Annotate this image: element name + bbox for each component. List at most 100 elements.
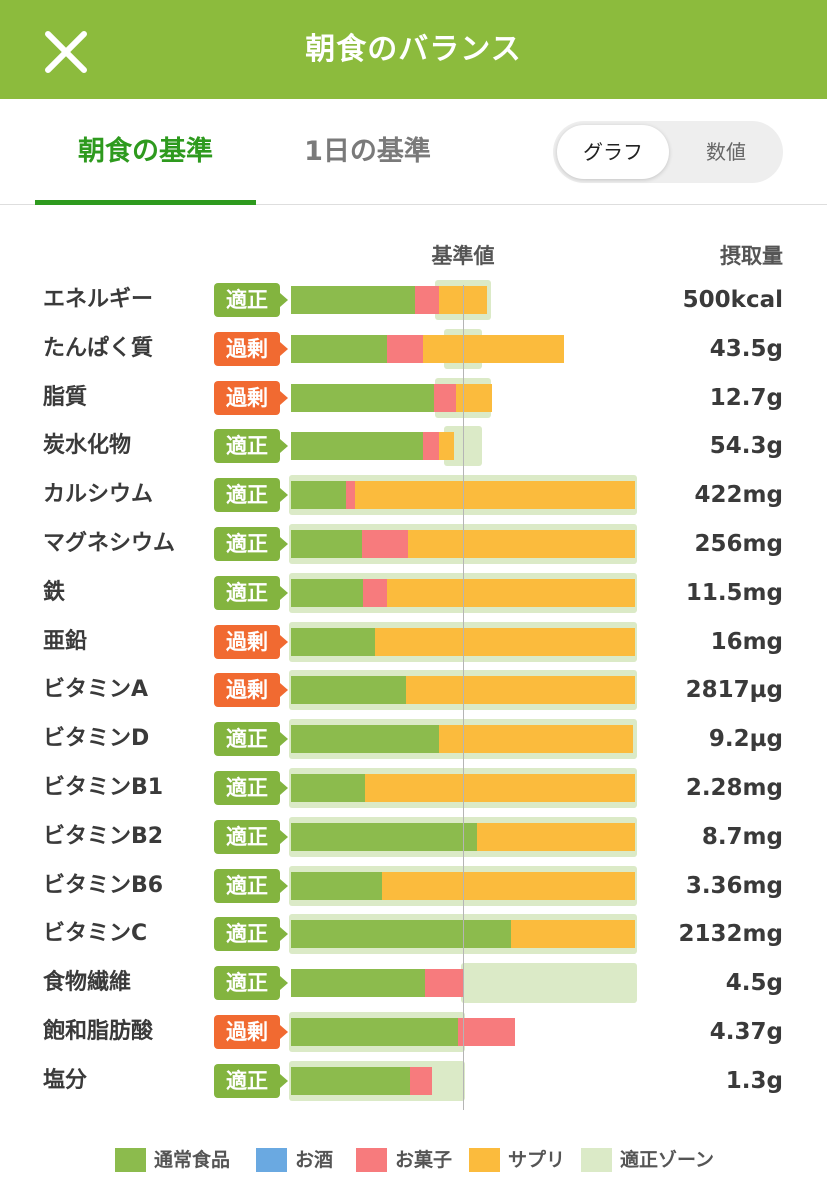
intake-value: 4.37g: [709, 1019, 783, 1045]
bar-segment-regular-food: [291, 578, 364, 607]
bar-segment-supplement: [511, 920, 635, 949]
nutrient-name: ビタミンB6: [43, 872, 164, 898]
bar-segment-supplement: [423, 334, 565, 363]
intake-column-header: 摂取量: [720, 244, 783, 268]
bar-segment-regular-food: [291, 286, 415, 314]
intake-value: 2817µg: [685, 677, 783, 704]
status-badge: 適正: [214, 575, 288, 610]
legend-label: お酒: [295, 1149, 334, 1171]
intake-value: 54.3g: [709, 433, 783, 460]
nutrient-row: マグネシウム 適正 256mg: [0, 524, 827, 564]
nutrient-row: カルシウム 適正 422mg: [0, 475, 827, 516]
bar-segment-supplement: [375, 627, 635, 656]
bar-segment-supplement: [476, 822, 635, 851]
legend-swatch: [256, 1148, 287, 1172]
standard-column-header: 基準値: [431, 244, 495, 268]
legend-swatch: [581, 1148, 612, 1172]
nutrient-name: エネルギー: [43, 287, 154, 312]
nutrient-row: エネルギー 適正 500kcal: [0, 280, 827, 320]
legend-label: お菓子: [395, 1149, 453, 1171]
status-badge: 適正: [214, 1063, 288, 1098]
legend-swatch: [356, 1148, 387, 1172]
bar-segment-supplement: [438, 432, 455, 461]
bar-segment-regular-food: [291, 774, 365, 802]
legend-label: 適正ゾーン: [620, 1149, 715, 1171]
optimal-zone: [461, 963, 637, 1004]
standard-reference-line: [463, 285, 464, 1110]
nutrient-name: 飽和脂肪酸: [43, 1019, 154, 1044]
tab-daily-standard[interactable]: 1日の基準: [304, 136, 431, 167]
bar-segment-regular-food: [291, 871, 383, 900]
status-badge: 過剰: [214, 380, 288, 415]
nutrient-name: ビタミンB2: [43, 823, 164, 849]
status-badge: 適正: [214, 917, 288, 952]
intake-value: 2132mg: [678, 921, 783, 948]
bar-segment-supplement: [438, 286, 488, 314]
nutrient-name: たんぱく質: [43, 335, 154, 361]
intake-value: 2.28mg: [685, 775, 783, 801]
legend-label: サプリ: [508, 1149, 566, 1171]
intake-value: 500kcal: [682, 287, 783, 313]
tab-bar: 朝食の基準 1日の基準 グラフ 数値: [0, 99, 827, 205]
nutrient-row: 炭水化物 適正 54.3g: [0, 426, 827, 467]
intake-value: 9.2µg: [708, 726, 783, 753]
bar-segment-regular-food: [291, 676, 407, 705]
nutrient-row: ビタミンB2 適正 8.7mg: [0, 816, 827, 857]
nutrient-name: 食物繊維: [43, 970, 132, 996]
nutrient-row: 飽和脂肪酸 過剰 4.37g: [0, 1012, 827, 1052]
bar-segment-regular-food: [291, 383, 434, 412]
nutrient-name: マグネシウム: [43, 531, 176, 556]
intake-value: 43.5g: [709, 335, 783, 362]
close-button[interactable]: [38, 26, 94, 78]
bar-segment-regular-food: [291, 920, 512, 949]
toggle-graph-button[interactable]: グラフ: [557, 125, 669, 179]
nutrient-row: ビタミンA 過剰 2817µg: [0, 670, 827, 711]
status-badge: 適正: [214, 283, 288, 317]
legend-swatch: [115, 1148, 146, 1172]
intake-value: 16mg: [710, 628, 783, 655]
bar-segment-snacks: [433, 383, 457, 412]
bar-segment-snacks: [425, 969, 463, 998]
view-toggle: グラフ 数値: [553, 121, 783, 183]
bar-segment-regular-food: [291, 969, 426, 998]
bar-segment-supplement: [387, 578, 635, 607]
nutrient-row: 亜鉛 過剰 16mg: [0, 621, 827, 662]
nutrient-chart: エネルギー 適正 500kcal たんぱく質 過剰 43.5g 脂質 過剰 12.7g 炭水化物適…: [0, 280, 827, 1101]
bar-segment-regular-food: [291, 725, 439, 754]
nutrient-name: カルシウム: [43, 482, 154, 508]
chart-legend: 通常食品 お酒 お菓子 サプリ 適正ゾーン: [0, 1144, 827, 1176]
intake-value: 422mg: [694, 482, 783, 509]
status-badge: 過剰: [214, 624, 288, 659]
bar-segment-snacks: [346, 481, 355, 510]
nutrient-name: ビタミンB1: [43, 775, 164, 800]
status-badge: 適正: [214, 966, 288, 1001]
intake-value: 11.5mg: [685, 579, 783, 606]
tab-breakfast-standard[interactable]: 朝食の基準: [35, 99, 256, 205]
legend-label: 通常食品: [154, 1149, 231, 1171]
status-badge: 適正: [214, 819, 288, 854]
bar-segment-snacks: [387, 334, 424, 363]
status-badge: 過剰: [214, 331, 288, 366]
nutrient-name: 亜鉛: [43, 628, 88, 654]
status-badge: 過剰: [214, 673, 288, 708]
bar-segment-regular-food: [291, 432, 424, 461]
bar-segment-regular-food: [291, 822, 477, 851]
nutrient-name: 脂質: [43, 384, 88, 410]
bar-segment-regular-food: [291, 481, 347, 510]
status-badge: 適正: [214, 478, 288, 513]
bar-segment-supplement: [354, 481, 635, 510]
bar-segment-regular-food: [291, 1066, 410, 1095]
bar-segment-regular-food: [291, 530, 362, 558]
nutrient-row: ビタミンB6 適正 3.36mg: [0, 865, 827, 906]
bar-segment-supplement: [364, 774, 635, 802]
toggle-numeric-button[interactable]: 数値: [706, 140, 746, 164]
status-badge: 適正: [214, 722, 288, 757]
bar-segment-snacks: [363, 578, 388, 607]
legend-swatch: [469, 1148, 500, 1172]
bar-segment-snacks: [414, 286, 439, 314]
bar-segment-supplement: [382, 871, 635, 900]
nutrient-row: たんぱく質 過剰 43.5g: [0, 328, 827, 369]
close-icon: [45, 31, 87, 73]
status-badge: 過剰: [214, 1015, 288, 1049]
nutrient-name: ビタミンD: [43, 726, 150, 752]
